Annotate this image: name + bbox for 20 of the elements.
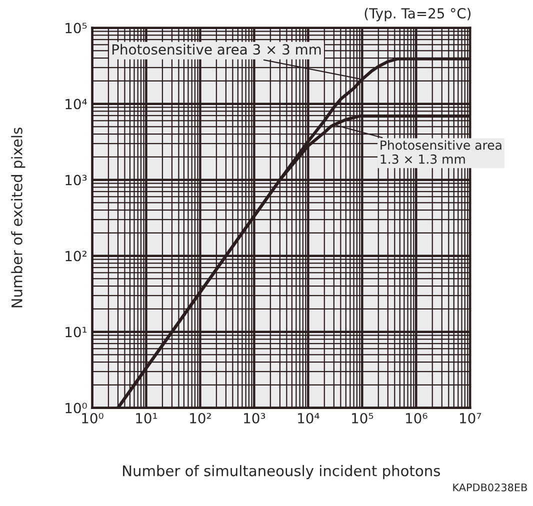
x-tick-label: 10⁵ — [352, 412, 374, 424]
x-tick-label: 10² — [190, 412, 211, 424]
y-axis-title: Number of excited pixels — [11, 128, 26, 308]
x-tick-label: 10⁴ — [298, 412, 320, 424]
y-tick-label: 10⁴ — [66, 98, 87, 110]
text: KAPDB0238EB — [453, 483, 527, 492]
x-tick-label: 10³ — [244, 412, 266, 424]
y-tick-label: 10⁰ — [66, 402, 87, 414]
y-tick-label: 10² — [66, 250, 86, 262]
x-axis-title: Number of simultaneously incident photons — [123, 465, 440, 480]
y-tick-label: 10⁵ — [66, 22, 87, 34]
y-tick-label: 10¹ — [66, 326, 87, 338]
x-tick-label: 10⁷ — [460, 412, 482, 424]
x-tick-label: 10⁰ — [82, 412, 104, 424]
x-tick-label: 10¹ — [136, 412, 158, 424]
series-label: Photosensitive area 1.3 × 1.3 mm — [380, 140, 502, 164]
text: Photosensitive area 3 × 3 mm — [112, 44, 321, 55]
text: (Typ. Ta=25 °C) — [364, 8, 471, 22]
x-tick-label: 10⁶ — [406, 412, 428, 424]
y-tick-label: 10³ — [66, 174, 87, 186]
